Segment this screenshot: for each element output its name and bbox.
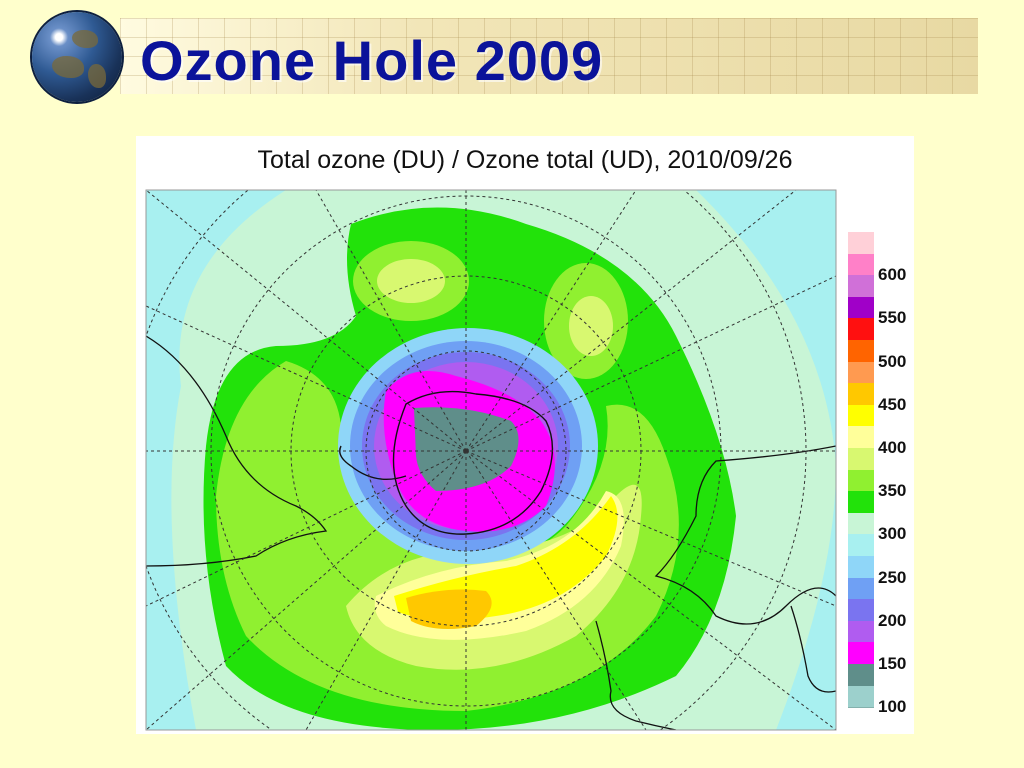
legend-tick-label: 250 <box>878 567 907 587</box>
ozone-high-south-pacific-core <box>377 259 445 303</box>
legend-swatch-475 <box>848 361 874 385</box>
south-america-coastline <box>146 335 328 567</box>
ozone-high-atlantic-core <box>569 296 613 356</box>
graticule <box>146 190 836 730</box>
legend-tick-label: 200 <box>878 610 907 630</box>
legend-swatch-575 <box>848 275 874 298</box>
legend-swatch-250 <box>848 556 874 579</box>
africa-coastline <box>654 445 836 625</box>
ozone-band-275-east <box>696 190 836 730</box>
legend-swatch-550 <box>848 296 874 320</box>
globe-icon <box>32 12 122 102</box>
legend-swatch-225 <box>848 577 874 601</box>
legend-tick-label: 400 <box>878 438 907 457</box>
ozone-band-275-west <box>146 190 286 730</box>
legend-swatch-400 <box>848 426 874 449</box>
map-title: Total ozone (DU) / Ozone total (UD), 201… <box>257 146 793 174</box>
legend-swatch-125 <box>848 664 874 687</box>
legend-tick-label: 300 <box>878 524 907 544</box>
legend-tick-label: 500 <box>878 351 907 371</box>
page-title: Ozone Hole 2009 <box>140 29 604 92</box>
legend-swatch-625 <box>848 232 874 255</box>
legend-swatch-275 <box>848 534 874 557</box>
legend-tick-label: 350 <box>878 481 907 501</box>
legend-swatch-325 <box>848 491 874 514</box>
title-banner <box>120 18 978 94</box>
legend-swatch-150 <box>848 642 874 665</box>
legend-swatch-375 <box>848 448 874 471</box>
legend-swatch-300 <box>848 512 874 536</box>
ozone-map-panel: Total ozone (DU) / Ozone total (UD), 201… <box>136 136 914 734</box>
ozone-band-425 <box>394 496 618 621</box>
legend-tick-label: 600 <box>878 265 907 285</box>
legend-tick-label: 150 <box>878 654 907 673</box>
legend-swatch-175 <box>848 620 874 644</box>
ozone-map <box>145 189 837 731</box>
legend-swatch-425 <box>848 404 874 428</box>
legend-swatch-100 <box>848 685 874 709</box>
map-frame <box>145 189 837 731</box>
legend-tick-label: 550 <box>878 308 907 328</box>
legend-swatch-450 <box>848 383 874 406</box>
antarctica-coastline <box>392 390 554 535</box>
legend-swatch-350 <box>848 469 874 493</box>
australia-coastline <box>595 620 677 730</box>
ozone-band-450 <box>406 589 492 630</box>
legend-swatch-500 <box>848 340 874 363</box>
legend-swatch-200 <box>848 599 874 622</box>
legend-tick-label: 100 <box>878 697 907 717</box>
legend-swatch-525 <box>848 318 874 341</box>
madagascar-coastline <box>790 605 836 693</box>
antarctic-peninsula <box>339 445 407 480</box>
legend-tick-label: 450 <box>878 394 907 414</box>
legend-swatch-600 <box>848 253 874 277</box>
